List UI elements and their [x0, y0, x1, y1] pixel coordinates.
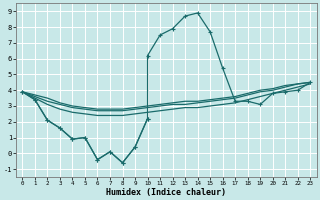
X-axis label: Humidex (Indice chaleur): Humidex (Indice chaleur) [106, 188, 226, 197]
